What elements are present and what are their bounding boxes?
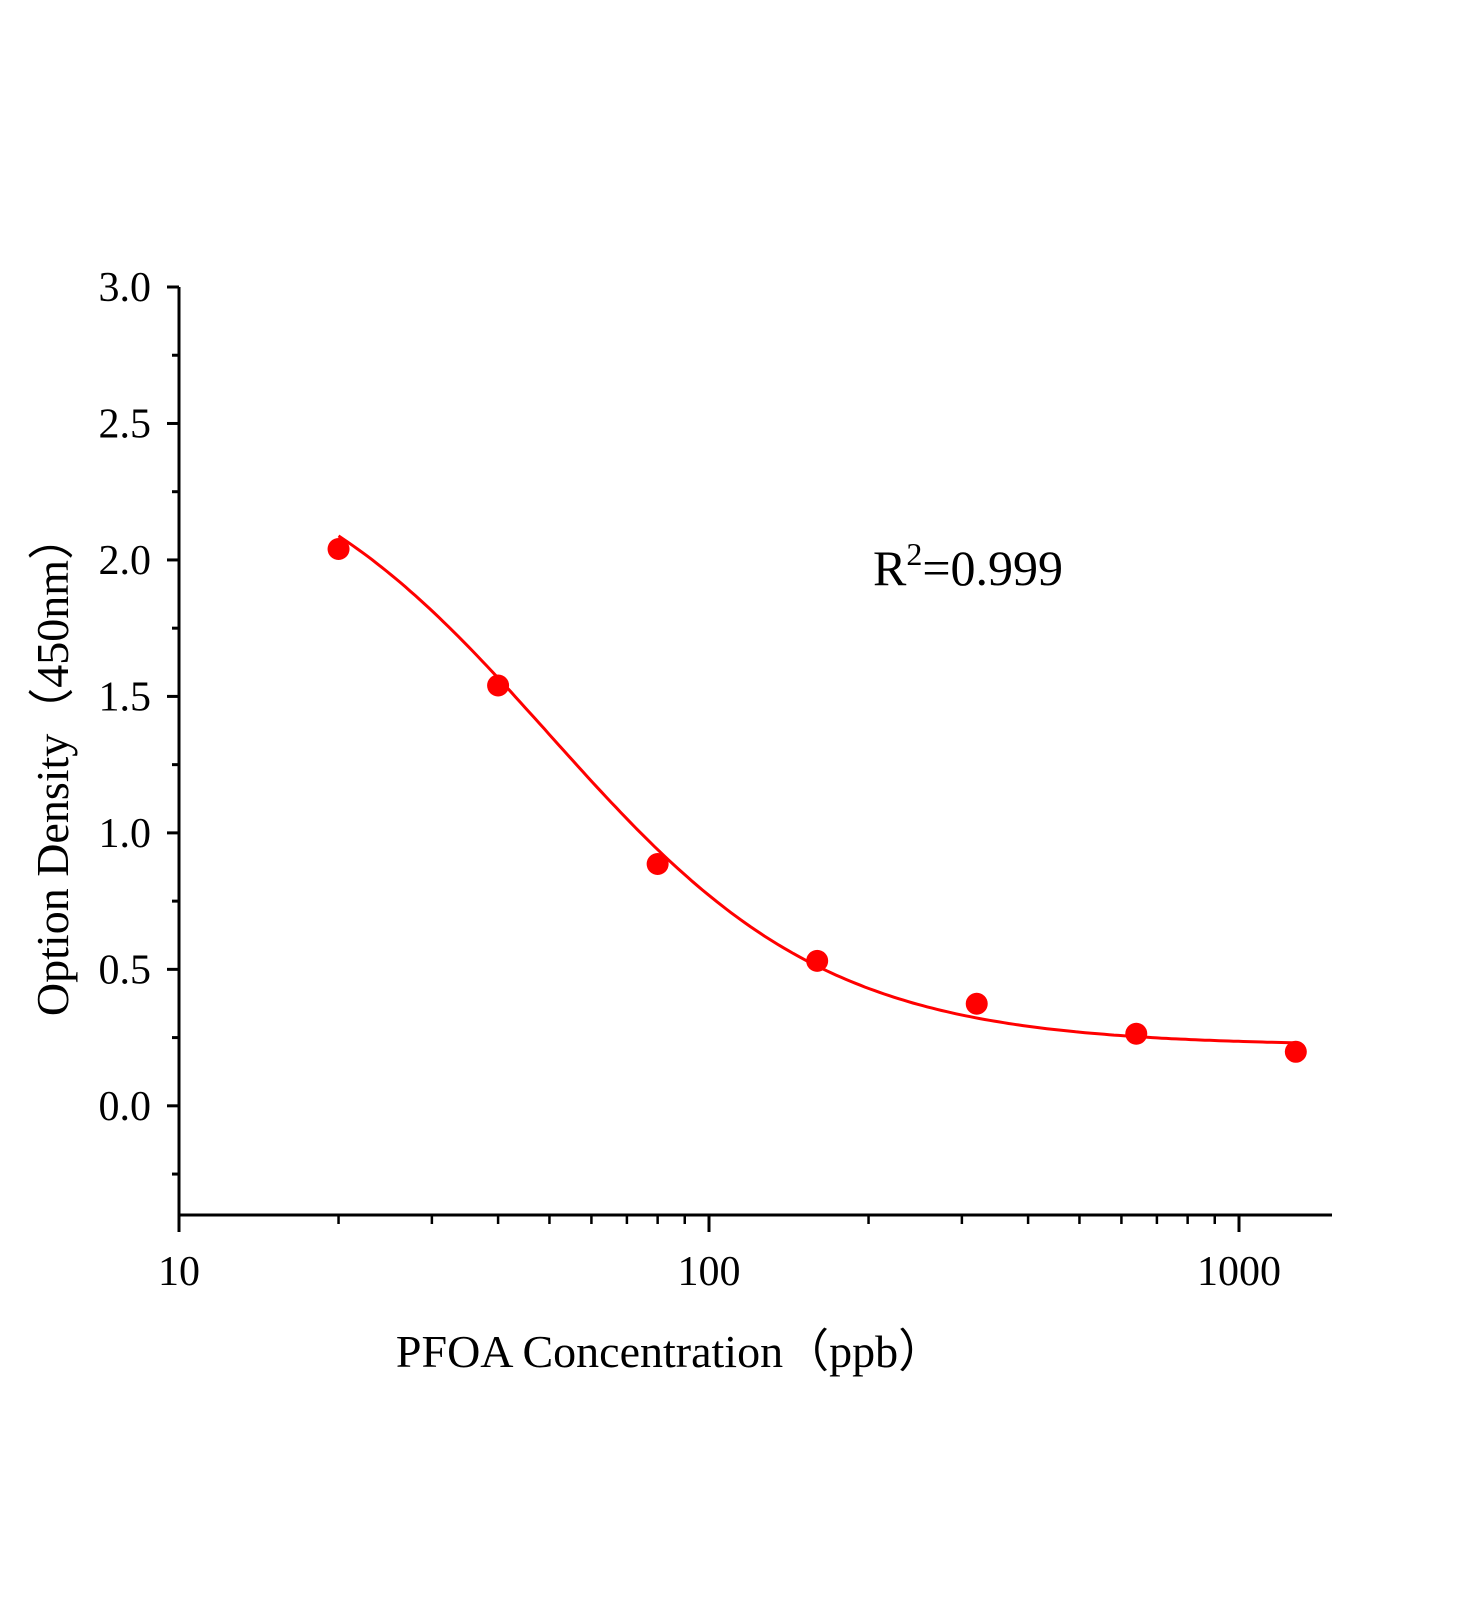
data-points	[327, 538, 1307, 1063]
y-tick-label: 2.5	[99, 401, 152, 447]
data-point	[1125, 1022, 1148, 1045]
r-label: R	[873, 540, 907, 596]
data-point	[487, 674, 510, 697]
r-value: =0.999	[922, 540, 1063, 596]
x-tick-label: 10	[158, 1249, 200, 1295]
y-tick-label: 2.0	[99, 538, 152, 584]
data-point	[1284, 1040, 1307, 1063]
data-point	[646, 852, 669, 875]
r-squared-annotation: R2=0.999	[873, 536, 1063, 596]
y-tick-label: 3.0	[99, 265, 152, 311]
data-point	[965, 992, 988, 1015]
data-point	[806, 949, 829, 972]
y-tick-label: 1.0	[99, 811, 152, 857]
y-tick-label: 1.5	[99, 674, 152, 720]
axes: 0.0 0.5 1.0 1.5 2.0 2.5 3.0 10 100 1000	[99, 265, 1332, 1295]
y-axis-title: Option Density（450nm）	[27, 514, 78, 1016]
y-tick-label: 0.0	[99, 1084, 152, 1130]
r-sup: 2	[906, 536, 922, 572]
data-point	[327, 538, 350, 561]
x-axis-title: PFOA Concentration（ppb）	[396, 1326, 944, 1377]
y-tick-label: 0.5	[99, 947, 152, 993]
x-tick-label: 1000	[1197, 1249, 1281, 1295]
x-tick-label: 100	[678, 1249, 741, 1295]
